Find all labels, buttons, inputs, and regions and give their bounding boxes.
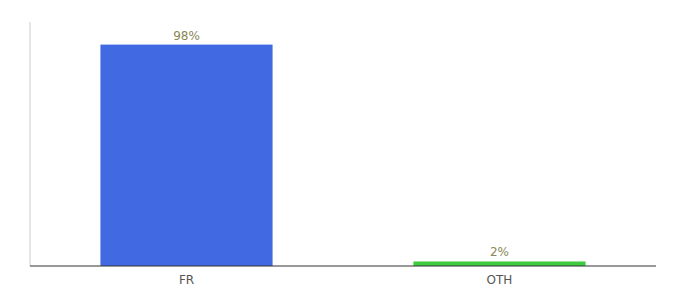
bars <box>100 45 585 266</box>
x-axis-line <box>30 266 656 267</box>
y-axis-line <box>30 22 31 266</box>
x-tick-label: FR <box>179 273 194 287</box>
data-label: 2% <box>490 245 509 259</box>
x-tick-label: OTH <box>487 273 513 287</box>
data-label: 98% <box>173 29 200 43</box>
chart: FR OTH 98% 2% <box>0 0 680 300</box>
chart-container: FR OTH 98% 2% <box>0 0 680 300</box>
page: {"chart_data": {"type": "bar", "categori… <box>0 0 680 300</box>
bar <box>413 261 585 266</box>
bar <box>100 45 272 266</box>
